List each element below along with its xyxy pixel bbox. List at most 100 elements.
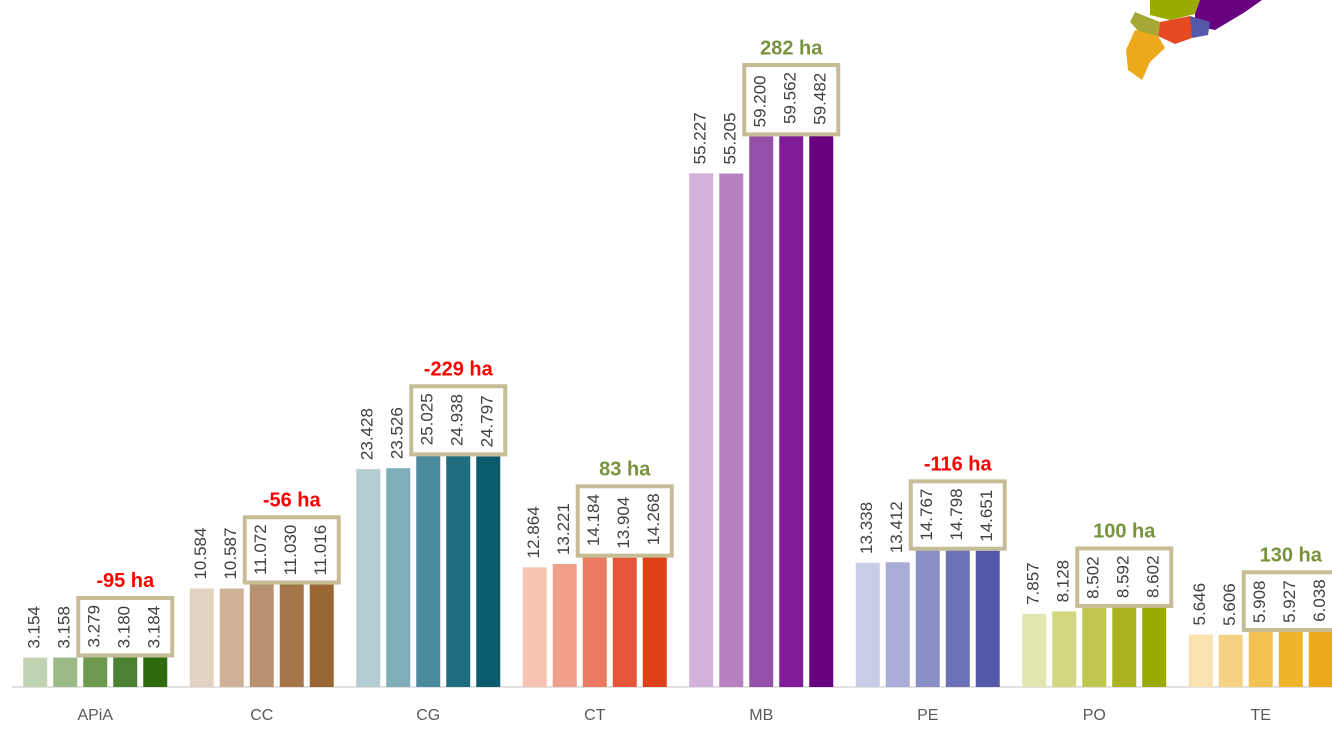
bar	[915, 549, 940, 687]
bar	[1022, 613, 1047, 687]
bar	[642, 554, 667, 687]
bar	[1308, 630, 1332, 687]
bar	[1278, 631, 1303, 687]
data-label: 3.154	[25, 606, 44, 649]
data-label: 13.412	[887, 501, 906, 553]
data-label: 11.072	[251, 524, 270, 575]
x-tick-label: CT	[584, 707, 606, 724]
bar	[416, 454, 441, 687]
data-label: 14.268	[644, 493, 663, 545]
bar	[279, 584, 304, 687]
data-label: 14.767	[917, 489, 936, 541]
x-tick-label: CG	[416, 707, 440, 724]
x-tick-label: CC	[250, 707, 273, 724]
highlight-box	[575, 484, 674, 558]
data-label: 8.592	[1114, 556, 1133, 599]
data-label: 23.428	[358, 408, 377, 460]
map-region	[1195, 0, 1262, 30]
x-tick-label: APiA	[77, 707, 113, 724]
annotation: -95 ha	[96, 570, 155, 592]
data-label: 13.904	[614, 497, 633, 549]
data-label: 14.798	[947, 488, 966, 540]
annotation: 130 ha	[1260, 545, 1323, 567]
bar	[779, 133, 804, 687]
x-tick-label: PE	[917, 707, 938, 724]
data-label: 23.526	[388, 407, 407, 459]
bar	[719, 173, 744, 688]
data-label: 6.038	[1310, 579, 1329, 622]
x-tick-label: TE	[1251, 707, 1271, 724]
highlight-box	[409, 384, 508, 457]
data-label: 3.180	[115, 606, 134, 649]
bar	[809, 133, 834, 688]
bar	[23, 657, 48, 687]
data-label: 8.502	[1084, 556, 1103, 599]
bar	[1082, 607, 1107, 687]
data-label: 14.184	[584, 494, 603, 546]
bar	[749, 136, 774, 687]
data-label: 7.857	[1024, 562, 1043, 605]
data-label: 5.927	[1280, 580, 1299, 623]
data-label: 11.030	[281, 525, 300, 576]
bar	[1142, 606, 1167, 687]
bar	[885, 562, 910, 687]
highlight-box	[76, 595, 175, 658]
bar	[582, 555, 607, 687]
data-label: 59.482	[811, 73, 830, 125]
annotation: -229 ha	[424, 359, 494, 381]
data-label: 13.221	[554, 503, 573, 555]
map-region	[1126, 30, 1165, 80]
map-region	[1150, 0, 1200, 20]
annotation: 100 ha	[1093, 521, 1156, 543]
annotation: 83 ha	[599, 459, 651, 481]
bar	[356, 469, 381, 687]
bar	[552, 564, 577, 687]
data-label: 10.587	[221, 528, 240, 580]
bar	[612, 557, 637, 687]
highlight-box	[742, 63, 841, 137]
x-tick-label: PO	[1083, 707, 1106, 724]
bar	[53, 657, 78, 687]
bar	[945, 549, 970, 687]
data-label: 3.158	[55, 606, 74, 649]
bar	[309, 584, 334, 687]
bar	[476, 456, 501, 687]
data-label: 24.938	[448, 394, 467, 446]
bar	[113, 657, 138, 687]
map-region	[1188, 16, 1210, 38]
data-label: 5.606	[1220, 583, 1239, 626]
data-label: 5.908	[1250, 581, 1269, 624]
annotation: -116 ha	[924, 454, 993, 476]
data-label: 13.338	[857, 502, 876, 554]
bar	[689, 173, 714, 687]
bar	[975, 550, 1000, 687]
data-label: 55.227	[691, 112, 710, 164]
bar	[1188, 634, 1213, 687]
data-label: 59.200	[751, 75, 770, 127]
annotation: 282 ha	[760, 37, 823, 59]
map-region	[1158, 16, 1192, 44]
highlight-box	[242, 515, 341, 585]
bar	[522, 567, 547, 687]
data-label: 59.562	[781, 72, 800, 124]
data-label: 5.646	[1190, 583, 1209, 626]
data-label: 12.864	[524, 506, 543, 558]
data-label: 8.128	[1054, 560, 1073, 603]
data-label: 14.651	[977, 490, 996, 542]
bar	[1248, 632, 1273, 687]
data-label: 24.797	[478, 395, 497, 447]
map-decoration	[1126, 0, 1262, 80]
bar	[855, 562, 880, 687]
annotation: -56 ha	[263, 490, 322, 512]
bar	[1052, 611, 1077, 687]
bar	[1218, 634, 1243, 687]
highlight-box	[1241, 570, 1332, 633]
data-label: 8.602	[1144, 555, 1163, 598]
data-label: 3.184	[145, 606, 164, 649]
bar	[189, 588, 214, 687]
bar	[143, 657, 168, 687]
x-tick-label: MB	[749, 707, 773, 724]
bar	[446, 455, 471, 687]
bar	[1112, 607, 1137, 687]
